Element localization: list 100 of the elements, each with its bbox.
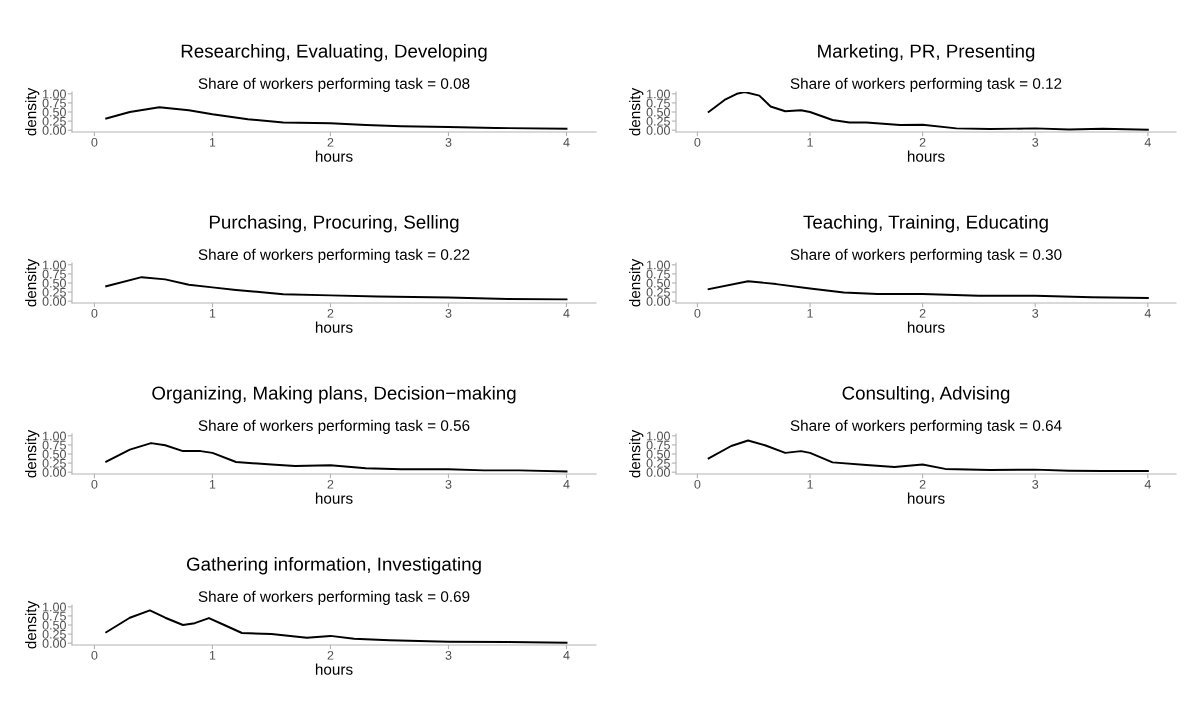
y-tick-label: 0.00 — [646, 125, 670, 135]
x-tick-label: 2 — [327, 137, 334, 147]
x-tick-label: 2 — [327, 479, 334, 489]
y-tick-label: 1.00 — [43, 89, 66, 99]
y-tick-label: 0.00 — [646, 467, 670, 477]
x-tick-label: 1 — [807, 138, 813, 147]
x-axis-title: hours — [907, 492, 945, 504]
x-tick-label: 4 — [1144, 480, 1151, 489]
y-tick-label: 1.00 — [647, 260, 670, 270]
y-axis-title: density — [629, 429, 644, 478]
x-tick-label: 4 — [563, 138, 570, 147]
y-tick-label: 0.75 — [646, 440, 670, 450]
x-tick-label: 3 — [445, 137, 452, 147]
chart-subtitle: Share of workers performing task = 0.56 — [198, 419, 470, 434]
x-tick-label: 0 — [91, 308, 98, 318]
line-series — [707, 280, 1149, 299]
y-tick-label: 0.50 — [42, 449, 66, 459]
x-tick-label: 2 — [327, 650, 334, 660]
x-axis-title: hours — [315, 150, 353, 162]
x-tick-label: 0 — [91, 479, 98, 489]
x-tick-label: 1 — [209, 651, 216, 660]
y-axis-title: density — [629, 258, 644, 307]
x-tick-label: 1 — [209, 480, 216, 489]
y-tick-label: 0.75 — [646, 98, 670, 108]
y-tick-label: 1.00 — [647, 89, 670, 99]
y-tick-label: 0.75 — [42, 440, 66, 450]
x-tick-label: 4 — [563, 480, 570, 489]
y-tick-label: 0.00 — [42, 296, 66, 306]
y-tick-label: 0.75 — [42, 269, 66, 279]
x-tick-label: 0 — [694, 137, 701, 147]
line-series — [105, 276, 568, 301]
y-tick-label: 1.00 — [43, 431, 66, 441]
y-axis-title: density — [629, 87, 644, 136]
x-tick-label: 0 — [694, 308, 701, 318]
x-tick-label: 3 — [1032, 137, 1039, 147]
y-tick-label: 0.25 — [42, 287, 66, 297]
y-axis-title: density — [25, 87, 40, 136]
y-tick-label: 0.50 — [42, 620, 66, 630]
chart-subtitle: Share of workers performing task = 0.69 — [198, 590, 470, 605]
y-tick-label: 0.25 — [646, 458, 670, 468]
y-tick-label: 1.00 — [43, 260, 66, 270]
y-tick-label: 0.00 — [42, 467, 66, 477]
x-tick-label: 4 — [563, 309, 570, 318]
line-series — [105, 609, 568, 644]
y-tick-label: 0.50 — [42, 278, 66, 288]
x-tick-label: 4 — [1144, 138, 1151, 147]
chart-title: Researching, Evaluating, Developing — [181, 43, 487, 62]
x-tick-label: 3 — [1032, 479, 1039, 489]
x-tick-label: 3 — [445, 308, 452, 318]
chart-title: Gathering information, Investigating — [186, 556, 481, 575]
y-tick-label: 0.50 — [646, 278, 670, 288]
chart-subtitle: Share of workers performing task = 0.08 — [198, 77, 470, 92]
x-tick-label: 3 — [445, 479, 452, 489]
line-series — [707, 92, 1149, 131]
y-tick-label: 0.25 — [42, 458, 66, 468]
y-tick-label: 1.00 — [647, 431, 670, 441]
x-tick-label: 4 — [563, 651, 570, 660]
y-tick-label: 0.00 — [42, 125, 66, 135]
y-tick-label: 0.00 — [42, 638, 66, 648]
y-axis-title: density — [25, 600, 40, 649]
x-tick-label: 1 — [209, 138, 216, 147]
y-tick-label: 0.00 — [646, 296, 670, 306]
x-axis-title: hours — [907, 321, 945, 333]
x-tick-label: 1 — [209, 309, 216, 318]
x-tick-label: 0 — [694, 479, 701, 489]
x-tick-label: 3 — [445, 650, 452, 660]
x-axis-title: hours — [315, 663, 353, 675]
chart-title: Consulting, Advising — [842, 385, 1010, 404]
line-series — [105, 106, 568, 130]
y-tick-label: 0.75 — [646, 269, 670, 279]
chart-title: Teaching, Training, Educating — [803, 214, 1048, 233]
chart-subtitle: Share of workers performing task = 0.30 — [790, 248, 1062, 263]
x-tick-label: 2 — [327, 308, 334, 318]
y-tick-label: 0.25 — [646, 287, 670, 297]
x-tick-label: 4 — [1144, 309, 1151, 318]
y-tick-label: 0.75 — [42, 611, 66, 621]
chart-title: Organizing, Making plans, Decision−making — [152, 385, 516, 404]
x-tick-label: 1 — [807, 480, 813, 489]
line-series — [707, 439, 1149, 473]
y-tick-label: 0.25 — [42, 629, 66, 639]
x-tick-label: 2 — [919, 308, 926, 318]
y-tick-label: 0.75 — [42, 98, 66, 108]
y-tick-label: 0.25 — [646, 116, 670, 126]
x-tick-label: 1 — [807, 309, 813, 318]
y-axis-title: density — [25, 258, 40, 307]
x-axis-title: hours — [907, 150, 945, 162]
line-series — [105, 442, 568, 473]
chart-subtitle: Share of workers performing task = 0.12 — [790, 77, 1062, 92]
y-tick-label: 1.00 — [43, 602, 66, 612]
y-tick-label: 0.50 — [42, 107, 66, 117]
x-tick-label: 0 — [91, 650, 98, 660]
y-axis-title: density — [25, 429, 40, 478]
chart-title: Purchasing, Procuring, Selling — [209, 214, 459, 233]
chart-subtitle: Share of workers performing task = 0.22 — [198, 248, 470, 263]
x-axis-title: hours — [315, 492, 353, 504]
y-tick-label: 0.50 — [646, 449, 670, 459]
x-tick-label: 2 — [919, 137, 926, 147]
x-tick-label: 2 — [919, 479, 926, 489]
x-axis-title: hours — [315, 321, 353, 333]
y-tick-label: 0.50 — [646, 107, 670, 117]
